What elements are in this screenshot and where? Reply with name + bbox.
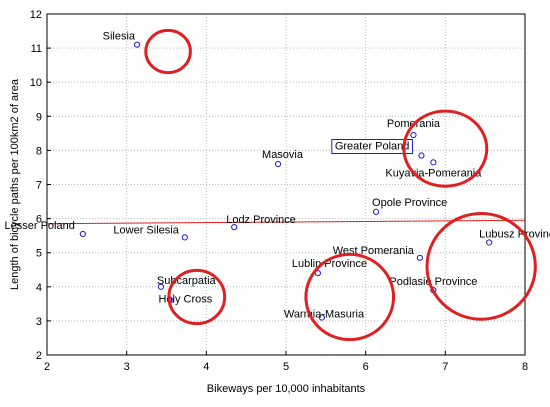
- y-tick-label: 12: [30, 9, 42, 21]
- point-label: Silesia: [103, 31, 136, 43]
- point-label: Opole Province: [372, 197, 447, 209]
- point-label: Warmia-Masuria: [284, 308, 365, 320]
- y-axis-title: Length of bicycle paths per 100km2 of ar…: [9, 78, 21, 290]
- data-point: [418, 152, 425, 159]
- point-label: Lubusz Province: [479, 228, 550, 240]
- x-tick-label: 5: [283, 361, 289, 373]
- y-tick-label: 5: [36, 248, 42, 260]
- y-tick-label: 3: [36, 316, 42, 328]
- x-tick-label: 2: [44, 361, 50, 373]
- data-point: [372, 208, 380, 215]
- highlight-ellipse: [144, 28, 192, 75]
- highlight-ellipse: [402, 109, 489, 188]
- point-label: Podlasie Province: [389, 276, 477, 288]
- data-point: [314, 270, 321, 277]
- x-tick-label: 8: [522, 361, 528, 373]
- highlight-ellipse: [425, 211, 537, 321]
- y-tick-label: 8: [36, 145, 42, 157]
- x-tick-label: 3: [124, 361, 130, 373]
- y-tick-label: 4: [36, 282, 42, 294]
- x-tick-label: 7: [442, 361, 448, 373]
- y-tick-label: 10: [30, 77, 42, 89]
- reference-line-group: [46, 219, 526, 225]
- data-point: [274, 160, 282, 168]
- point-label: Greater Poland: [335, 141, 410, 153]
- point-label: Kuyavia-Pomerania: [385, 167, 482, 179]
- data-point: [181, 234, 188, 241]
- y-tick-label: 7: [36, 180, 42, 192]
- data-point: [318, 314, 325, 321]
- highlight-ellipse: [304, 252, 396, 342]
- point-label: Lower Silesia: [113, 224, 179, 236]
- reference-line: [46, 219, 526, 225]
- y-tick-label: 2: [36, 350, 42, 362]
- axis-ticks: 2 3 4 5 6 7 8 2 3 4 5 6 7 8 9 10 11 12: [30, 9, 528, 373]
- point-label: Masovia: [262, 149, 304, 161]
- data-point: [231, 224, 238, 231]
- point-label: Subcarpatia: [157, 275, 217, 287]
- highlight-ellipse: [167, 268, 227, 326]
- highlight-box: [331, 139, 413, 155]
- point-label: Lesser Poland: [5, 220, 75, 232]
- point-label: Lublin Province: [292, 258, 367, 270]
- y-tick-label: 6: [36, 214, 42, 226]
- data-point: [430, 159, 437, 166]
- data-point: [79, 230, 86, 238]
- data-point: [133, 41, 141, 48]
- y-tick-label: 11: [31, 43, 42, 55]
- data-point: [157, 283, 165, 290]
- x-tick-label: 4: [203, 361, 209, 373]
- x-axis-title: Bikeways per 10,000 inhabitants: [207, 383, 366, 395]
- data-point: [486, 239, 493, 246]
- data-point: [416, 254, 423, 261]
- y-tick-label: 9: [36, 111, 42, 123]
- highlight-ellipses: [144, 28, 537, 342]
- point-label: Holy Cross: [158, 293, 212, 305]
- point-label: Lodz Province: [226, 214, 296, 226]
- x-tick-label: 6: [363, 361, 369, 373]
- data-point: [410, 131, 417, 139]
